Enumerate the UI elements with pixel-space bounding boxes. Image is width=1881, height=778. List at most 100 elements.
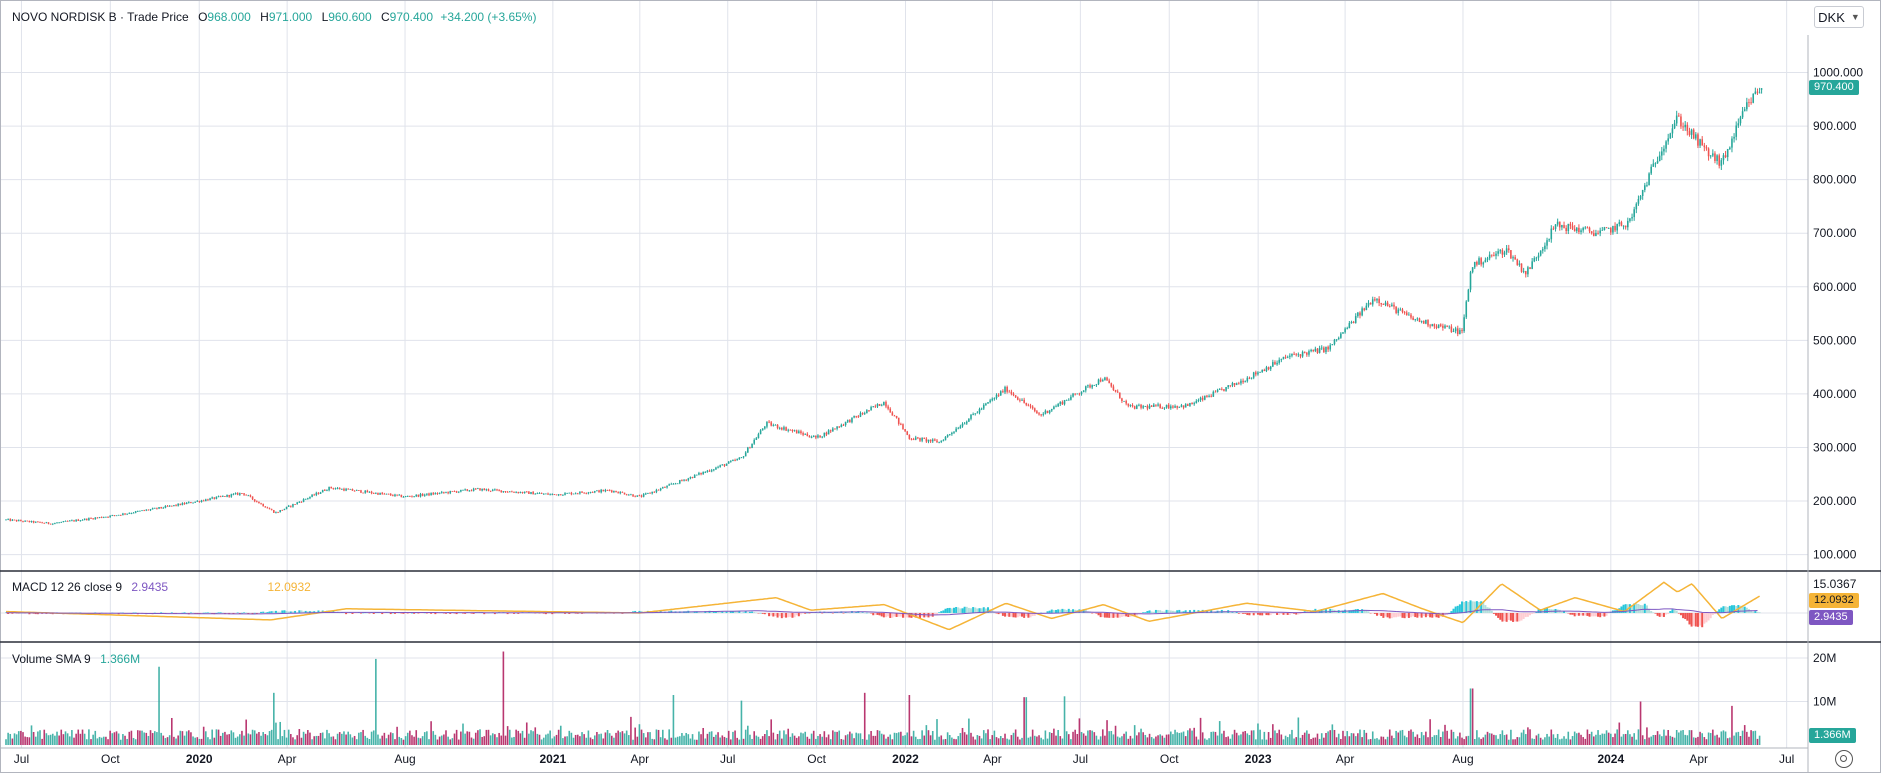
candle [1599, 227, 1601, 237]
candle [1354, 313, 1357, 324]
volume-bar [153, 731, 156, 745]
volume-bar [134, 739, 137, 745]
candle [7, 518, 9, 521]
macd-histogram-bar [959, 608, 962, 613]
candle [136, 510, 139, 512]
candle [810, 435, 813, 439]
volume-bar [1686, 735, 1689, 745]
candle [855, 415, 858, 419]
macd-histogram-bar [506, 612, 509, 615]
volume-bar [904, 735, 906, 745]
macd-histogram-bar [362, 612, 365, 614]
low-label: L [321, 10, 329, 24]
candle [751, 443, 753, 449]
volume-bar [696, 739, 698, 745]
macd-histogram-bar [183, 612, 186, 613]
candle [923, 437, 926, 440]
volume-bar [1116, 736, 1119, 745]
macd-histogram-bar [1282, 612, 1285, 615]
volume-bar [876, 730, 879, 745]
macd-histogram-bar [206, 612, 209, 613]
volume-bar [585, 737, 588, 745]
macd-title[interactable]: MACD 12 26 close 9 [12, 580, 123, 594]
volume-bar [1473, 738, 1476, 745]
volume-bar [863, 692, 866, 745]
macd-histogram-bar [1643, 603, 1646, 613]
macd-histogram-bar [366, 612, 369, 614]
candle [713, 468, 715, 472]
candle [1697, 132, 1699, 149]
volume-bar [657, 729, 660, 745]
candle [1592, 229, 1595, 237]
price-y-tick-label: 600.000 [1813, 280, 1857, 294]
macd-histogram-bar [1069, 610, 1072, 613]
volume-bar [642, 733, 645, 745]
volume-bar [685, 732, 687, 745]
volume-bar [1276, 733, 1278, 745]
volume-bar [1325, 733, 1327, 745]
candle [1301, 350, 1304, 358]
candle [1369, 302, 1372, 305]
candle [402, 495, 405, 498]
candle [251, 496, 254, 501]
volume-bar [347, 731, 350, 745]
volume-bar [1212, 731, 1215, 745]
volume-bar [462, 723, 464, 745]
gear-icon[interactable] [1835, 750, 1853, 768]
volume-bar [1286, 737, 1289, 745]
candle [300, 501, 303, 503]
macd-histogram-bar [802, 612, 805, 614]
macd-histogram-bar [1154, 609, 1157, 613]
volume-bar [1597, 730, 1599, 745]
macd-histogram-bar [865, 612, 868, 614]
currency-selector[interactable]: DKK ▼ [1814, 6, 1864, 28]
volume-bar [247, 733, 250, 745]
macd-histogram-bar [1188, 610, 1191, 613]
macd-histogram-bar [1465, 601, 1468, 613]
volume-bar [630, 716, 632, 745]
candle [483, 488, 486, 491]
candle [262, 503, 264, 507]
volume-bar [1361, 737, 1363, 745]
symbol-name[interactable]: NOVO NORDISK B [12, 10, 117, 24]
volume-bar [1312, 737, 1315, 745]
candle [1586, 226, 1589, 229]
volume-bar [968, 718, 970, 745]
candle [449, 490, 452, 495]
macd-histogram-bar [942, 610, 945, 613]
candle [931, 438, 934, 443]
volume-bar [428, 739, 430, 745]
volume-bar [434, 734, 437, 745]
volume-title[interactable]: Volume SMA 9 [12, 652, 91, 666]
candle [827, 429, 830, 435]
macd-last-badge: 2.9435 [1809, 610, 1853, 625]
volume-bar [934, 739, 936, 745]
volume-bar [772, 732, 775, 745]
candle [71, 519, 73, 522]
candle [1046, 410, 1049, 414]
candle [1021, 398, 1023, 401]
candle [959, 424, 962, 429]
macd-histogram-bar [564, 612, 567, 614]
candle [498, 489, 500, 492]
macd-histogram-bar [1133, 612, 1136, 617]
candle [92, 518, 94, 520]
macd-histogram-bar [1120, 612, 1123, 617]
volume-bar [951, 737, 953, 745]
macd-histogram-bar [1322, 609, 1325, 613]
candle [1707, 147, 1710, 161]
macd-histogram-bar [1467, 602, 1470, 613]
volume-bar [900, 731, 902, 745]
volume-bar [1603, 733, 1606, 745]
macd-histogram-bar [1091, 612, 1094, 614]
volume-bar [957, 736, 960, 745]
volume-bar [1448, 738, 1451, 745]
candle [1712, 149, 1714, 158]
candle [1669, 132, 1672, 139]
candle [1433, 323, 1436, 329]
price-legend: NOVO NORDISK B · Trade Price O968.000 H9… [12, 10, 536, 24]
volume-bar [1233, 729, 1236, 745]
volume-bar [392, 733, 394, 745]
